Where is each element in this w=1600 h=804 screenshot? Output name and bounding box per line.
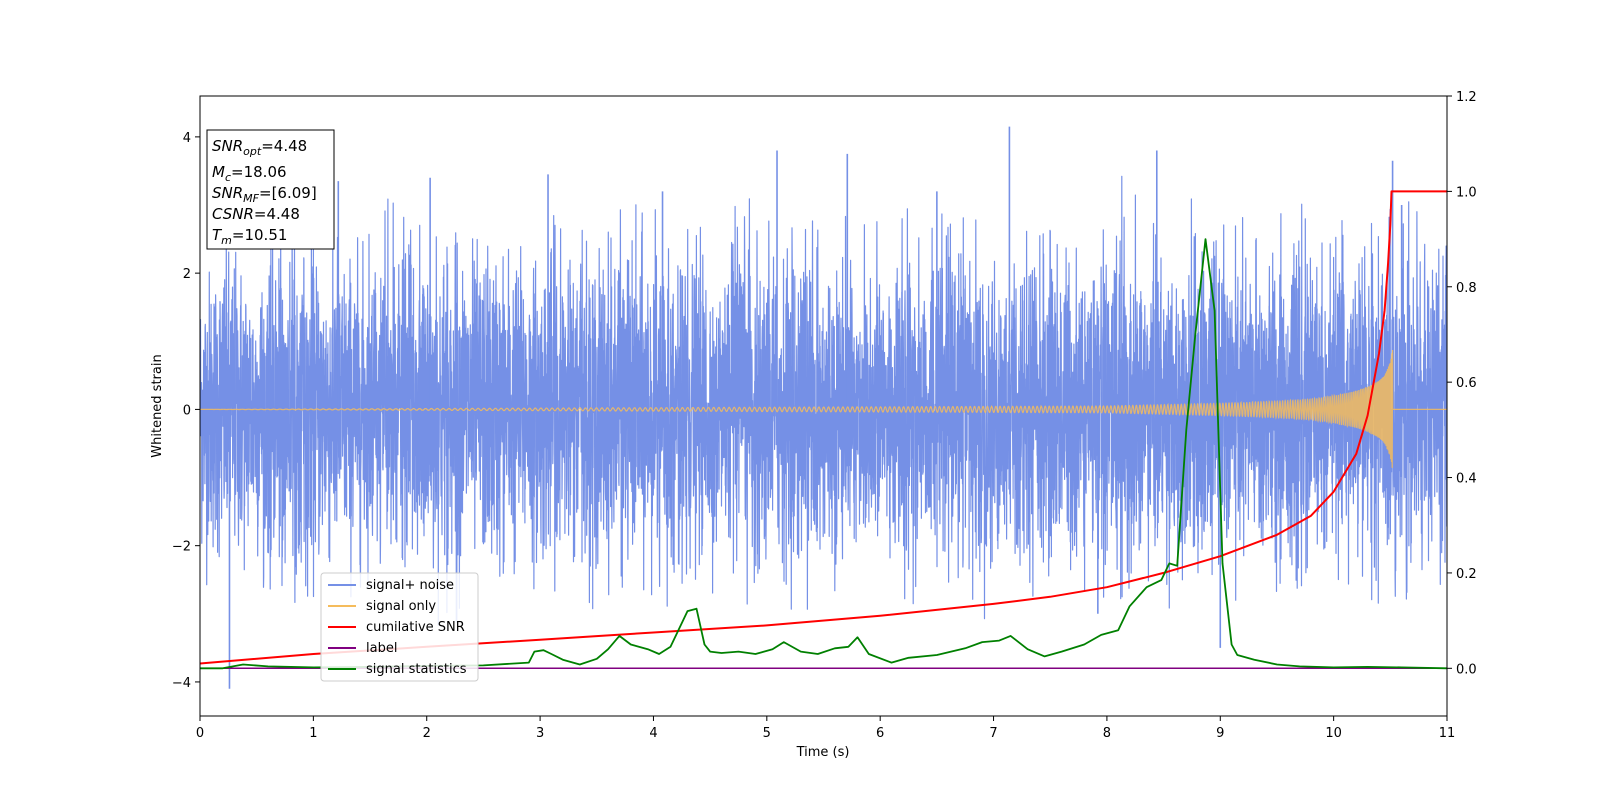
legend-frame <box>320 572 479 682</box>
info-snr-opt: SNRopt=4.48 <box>212 137 307 158</box>
x-tick-label: 3 <box>536 726 544 741</box>
info-chirp-mass: Mc=18.06 <box>212 163 287 184</box>
y-left-tick-label: −4 <box>172 676 191 691</box>
y-axis-title: Whitened strain <box>150 354 165 457</box>
x-tick-label: 10 <box>1325 726 1342 741</box>
series-signal-statistics <box>200 238 1447 670</box>
x-axis-title: Time (s) <box>796 745 850 760</box>
y-left-tick-label: 4 <box>183 131 191 146</box>
y-left-tick-label: 0 <box>183 403 191 418</box>
x-tick-label: 5 <box>763 726 771 741</box>
y-right-tick-label: 1.2 <box>1456 90 1477 105</box>
legend-label-label: label <box>366 641 397 656</box>
series-signal-noise <box>200 175 1447 626</box>
info-box-frame <box>206 129 335 250</box>
legend: signal+ noise signal only cumilative SNR… <box>320 572 479 682</box>
series-cumulative-snr <box>200 190 1447 665</box>
x-axis-ticks: 0 1 2 3 4 5 6 7 8 9 10 11 <box>196 716 1455 741</box>
y-axis-left-ticks: −4 −2 0 2 4 <box>172 131 200 691</box>
x-tick-label: 8 <box>1103 726 1111 741</box>
info-csnr: CSNR=4.48 <box>212 205 300 223</box>
y-right-tick-label: 0.0 <box>1456 662 1477 677</box>
series-signal-only <box>200 349 1447 468</box>
x-tick-label: 6 <box>876 726 884 741</box>
legend-label-signal-statistics: signal statistics <box>366 662 467 677</box>
info-box: SNRopt=4.48 Mc=18.06 SNRMF=[6.09] CSNR=4… <box>206 129 335 250</box>
y-right-tick-label: 1.0 <box>1456 185 1477 200</box>
info-snr-mf: SNRMF=[6.09] <box>212 184 317 205</box>
x-tick-label: 7 <box>989 726 997 741</box>
legend-label-cumulative-snr: cumilative SNR <box>366 620 465 635</box>
info-tm: Tm=10.51 <box>212 226 287 247</box>
legend-label-signal-noise: signal+ noise <box>366 578 454 593</box>
x-tick-label: 2 <box>423 726 431 741</box>
x-tick-label: 0 <box>196 726 204 741</box>
x-tick-label: 11 <box>1439 726 1456 741</box>
y-left-tick-label: −2 <box>172 540 191 555</box>
y-right-tick-label: 0.4 <box>1456 472 1477 487</box>
y-right-tick-label: 0.8 <box>1456 281 1477 296</box>
x-tick-label: 4 <box>649 726 657 741</box>
x-tick-label: 1 <box>309 726 317 741</box>
legend-label-signal-only: signal only <box>366 599 436 614</box>
x-tick-label: 9 <box>1216 726 1224 741</box>
y-right-tick-label: 0.6 <box>1456 376 1477 391</box>
y-right-tick-label: 0.2 <box>1456 567 1477 582</box>
y-axis-right-ticks: 0.0 0.2 0.4 0.6 0.8 1.0 1.2 <box>1447 90 1477 677</box>
plot-frame <box>199 95 1448 717</box>
y-left-tick-label: 2 <box>183 267 191 282</box>
series-layer <box>200 126 1447 689</box>
